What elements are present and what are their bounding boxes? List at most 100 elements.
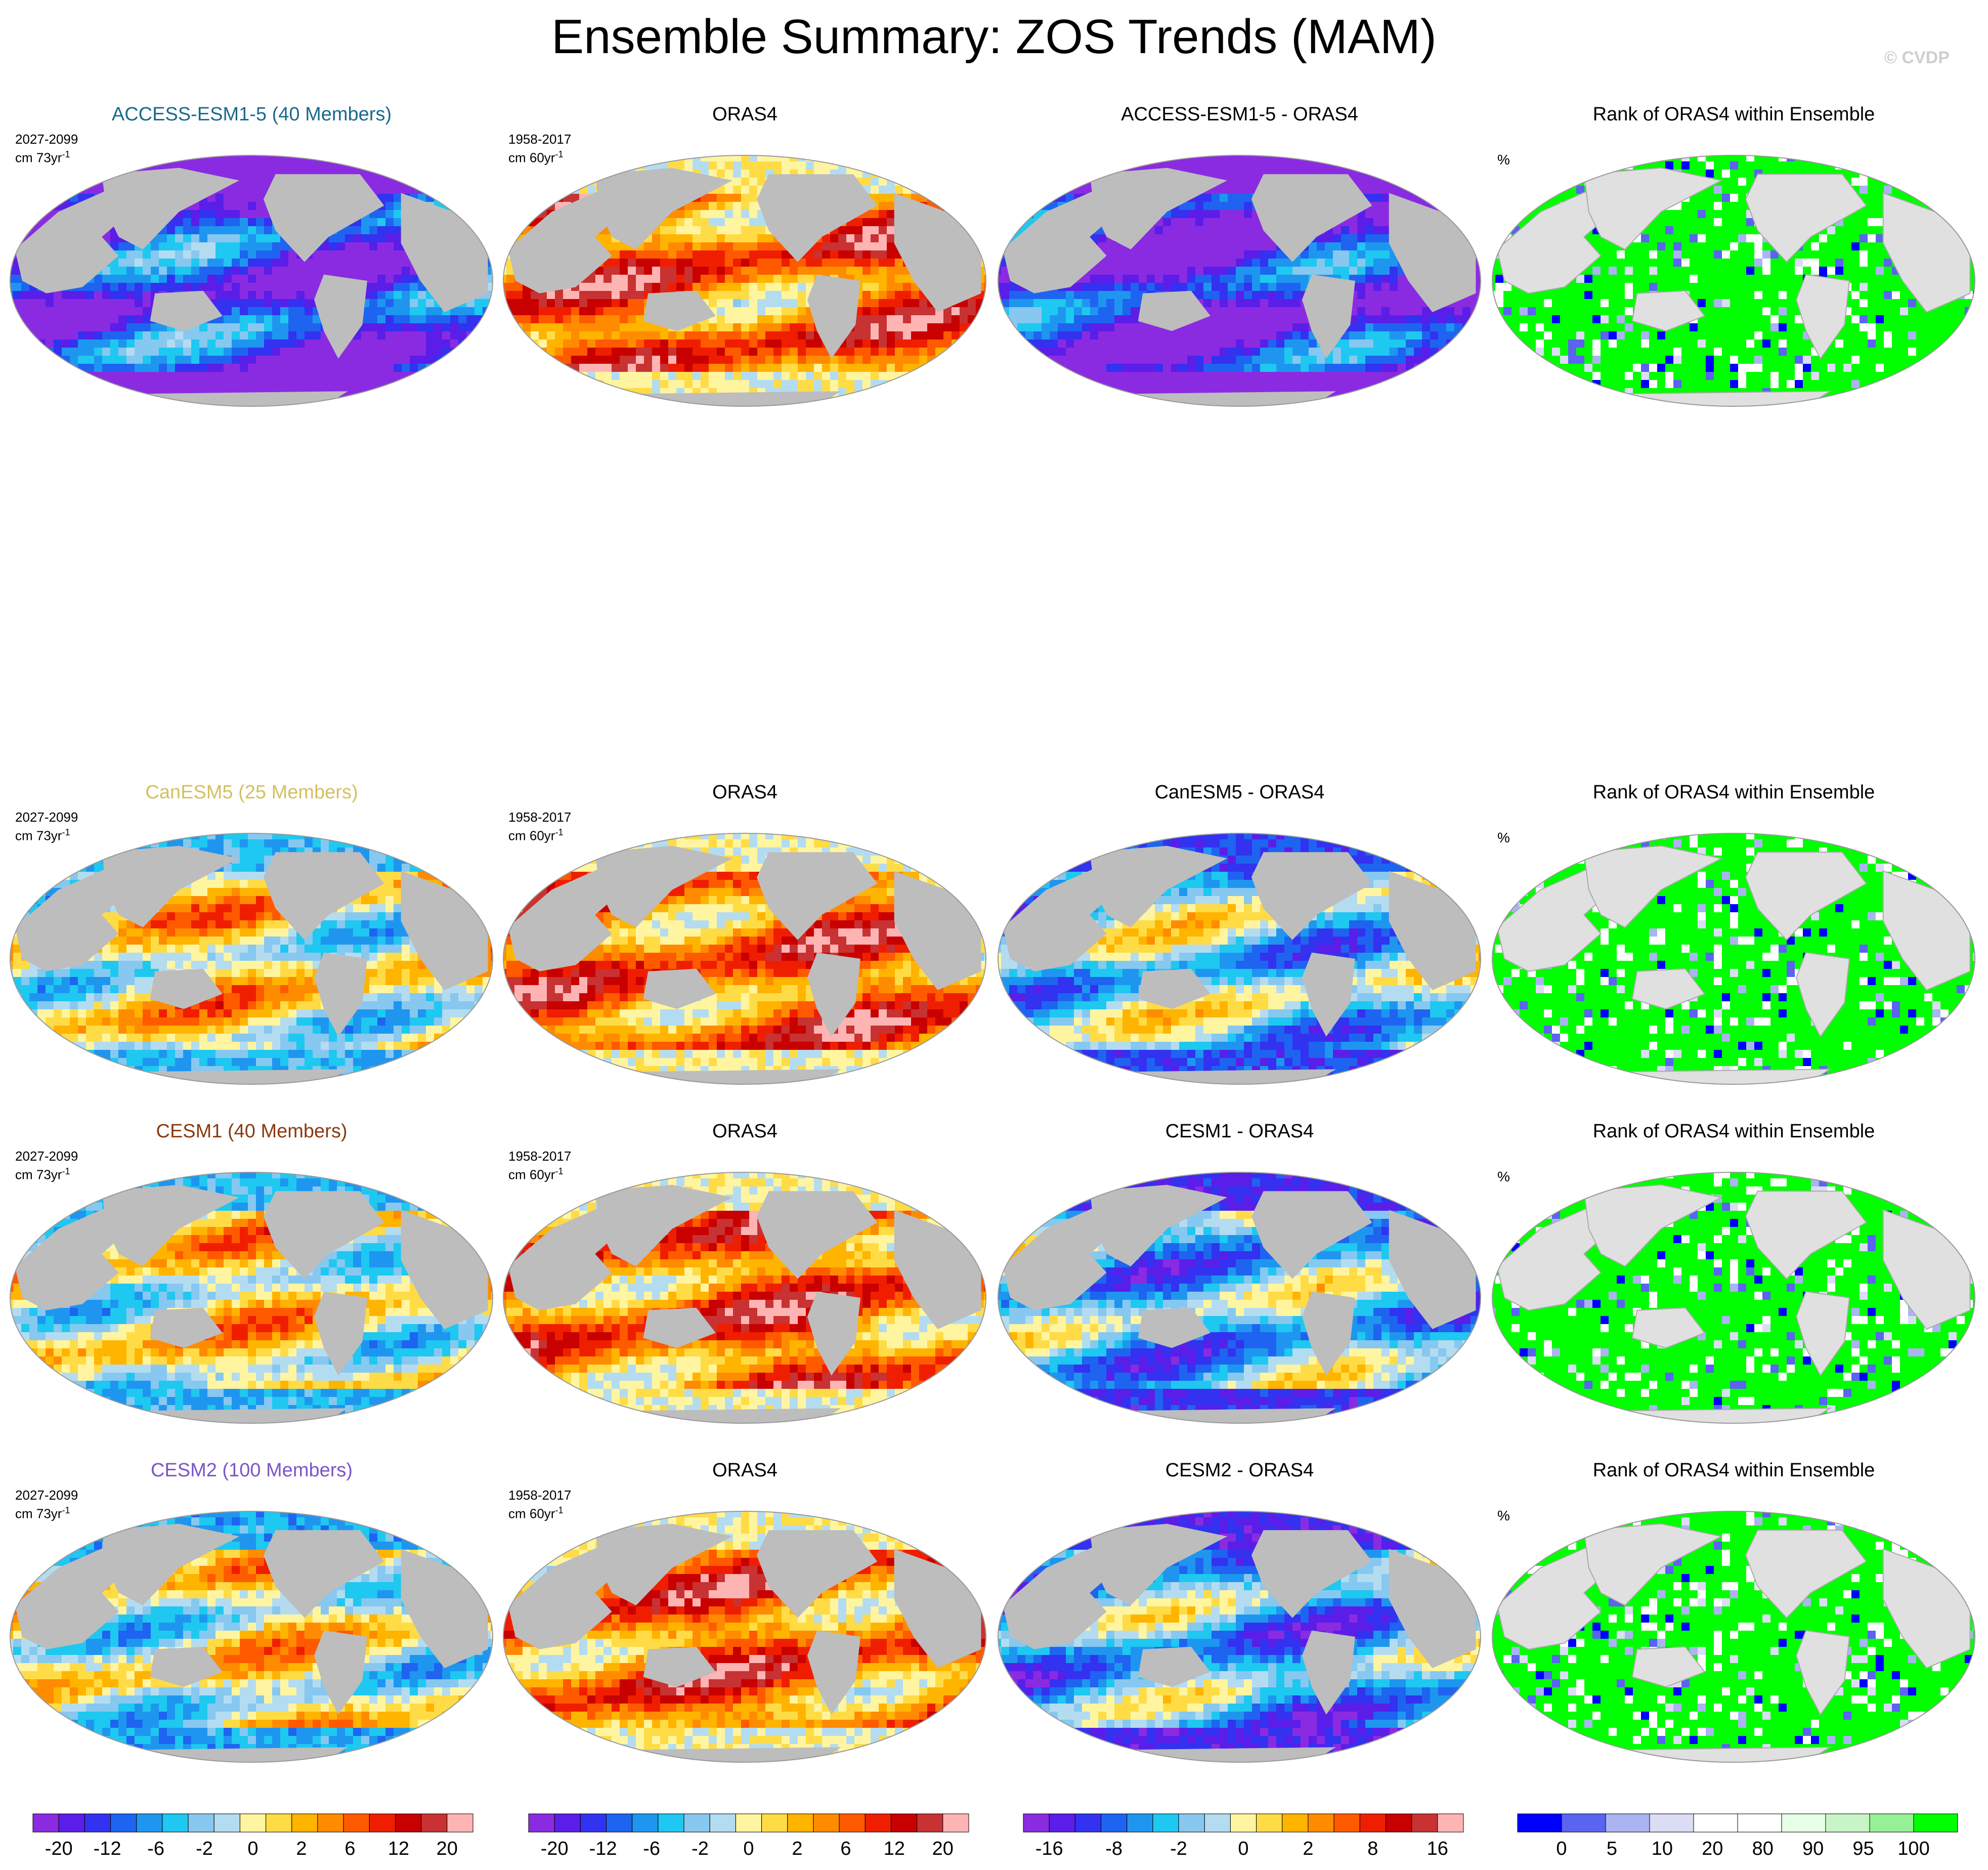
landmass [643, 968, 716, 1009]
difference-panel: CanESM5 - ORAS4 [993, 782, 1486, 1106]
units-label: cm 73yr-1 [15, 1503, 70, 1521]
colorbar-tick-label: -2 [196, 1838, 213, 1859]
landmass [1138, 1307, 1211, 1348]
colorbar-tick-label: 0 [743, 1838, 754, 1859]
landmass [1745, 1529, 1867, 1619]
colorbar-swatch [1023, 1813, 1050, 1833]
colorbar-tick-label: 100 [1897, 1838, 1929, 1859]
rank-unit-label: % [1497, 152, 1510, 168]
model-title: CESM1 (40 Members) [5, 1121, 498, 1142]
colorbar-swatch [447, 1813, 473, 1833]
rank-map [1492, 155, 1975, 407]
landmass [1625, 391, 1832, 406]
period-label: 1958-2017 [508, 1149, 571, 1164]
landmass [508, 190, 624, 293]
colorbar-tick-label: 20 [1702, 1838, 1723, 1859]
landmass [636, 1069, 841, 1084]
units-label: cm 73yr-1 [15, 825, 70, 843]
units-label: cm 60yr-1 [508, 825, 563, 843]
colorbar-swatch [1649, 1813, 1694, 1833]
trend-map [10, 1511, 493, 1763]
colorbar-tick-label: 12 [884, 1838, 905, 1859]
colorbar-swatch [554, 1813, 581, 1833]
rank-title: Rank of ORAS4 within Ensemble [1487, 1460, 1980, 1481]
units-label: cm 60yr-1 [508, 1503, 563, 1521]
period-label: 2027-2099 [15, 132, 78, 147]
colorbar-swatch [1256, 1813, 1283, 1833]
colorbar-tick-label: 6 [840, 1838, 851, 1859]
landmass [636, 1408, 841, 1423]
obs-panel: ORAS4 1958-2017 cm 60yr-1 [498, 1460, 991, 1783]
colorbar-swatch [1737, 1813, 1782, 1833]
colorbar-tick-label: 0 [1238, 1838, 1248, 1859]
colorbar-swatch [1385, 1813, 1412, 1833]
landmass [314, 274, 367, 359]
watermark: © CVDP [1884, 48, 1950, 68]
colorbar-swatch [917, 1813, 943, 1833]
colorbar-tick-label: -12 [589, 1838, 617, 1859]
landmass [643, 1307, 716, 1348]
colorbar-swatch [136, 1813, 163, 1833]
colorbar-swatch [266, 1813, 292, 1833]
colorbar-swatch [787, 1813, 814, 1833]
landmass [1251, 1191, 1372, 1279]
rank-map [1492, 1511, 1975, 1763]
colorbar-tick-label: 8 [1367, 1838, 1378, 1859]
colorbar-swatch [1781, 1813, 1826, 1833]
landmass [1090, 1523, 1228, 1605]
colorbar-tick-label: -20 [45, 1838, 73, 1859]
colorbar-tick-label: -2 [1170, 1838, 1187, 1859]
landmass [102, 845, 240, 927]
landmass [102, 167, 240, 249]
colorbar-swatch [1282, 1813, 1309, 1833]
landmass [508, 868, 624, 971]
landmass [1795, 1291, 1850, 1377]
landmass [595, 1184, 733, 1266]
colorbar-swatch [1411, 1813, 1438, 1833]
obs-panel: ORAS4 1958-2017 cm 60yr-1 [498, 104, 991, 428]
landmass [807, 274, 860, 359]
colorbar-swatch [528, 1813, 555, 1833]
landmass [1631, 290, 1706, 332]
colorbar: 0 5 10 20 80 90 95 100 [1515, 1811, 1960, 1867]
model-title: CESM2 (100 Members) [5, 1460, 498, 1481]
colorbar-swatch [291, 1813, 318, 1833]
landmass [1090, 845, 1228, 927]
colorbar-tick-label: -16 [1035, 1838, 1063, 1859]
landmass [1302, 1630, 1355, 1715]
landmass [150, 968, 223, 1009]
landmass [1625, 1408, 1832, 1423]
landmass [15, 868, 131, 971]
colorbar-swatch [1204, 1813, 1231, 1833]
landmass [807, 1291, 860, 1376]
landmass [150, 1646, 223, 1687]
colorbar-swatch [32, 1813, 59, 1833]
landmass [1745, 174, 1867, 263]
rank-map [1492, 1172, 1975, 1424]
landmass [756, 852, 878, 940]
colorbar-swatch [58, 1813, 85, 1833]
landmass [1131, 1408, 1336, 1423]
landmass [1631, 968, 1706, 1010]
landmass [1131, 1069, 1336, 1084]
model-title: ACCESS-ESM1-5 (40 Members) [5, 104, 498, 125]
colorbar-tick-label: 16 [1427, 1838, 1448, 1859]
colorbar-tick-label: 0 [1556, 1838, 1567, 1859]
rank-unit-label: % [1497, 830, 1510, 846]
obs-title: ORAS4 [498, 1121, 991, 1142]
units-label: cm 73yr-1 [15, 1164, 70, 1182]
colorbar-tick-label: 95 [1852, 1838, 1874, 1859]
landmass [143, 1747, 348, 1762]
landmass [1302, 952, 1355, 1037]
colorbar-swatch [683, 1813, 710, 1833]
colorbar-swatch [317, 1813, 344, 1833]
rank-panel: Rank of ORAS4 within Ensemble% [1487, 1121, 1980, 1444]
landmass [1251, 174, 1372, 262]
landmass [143, 1069, 348, 1084]
difference-title: CESM2 - ORAS4 [993, 1460, 1486, 1481]
colorbar-swatch [865, 1813, 891, 1833]
trend-map [503, 833, 986, 1085]
landmass [263, 1530, 384, 1618]
obs-title: ORAS4 [498, 782, 991, 803]
landmass [1131, 1747, 1336, 1762]
